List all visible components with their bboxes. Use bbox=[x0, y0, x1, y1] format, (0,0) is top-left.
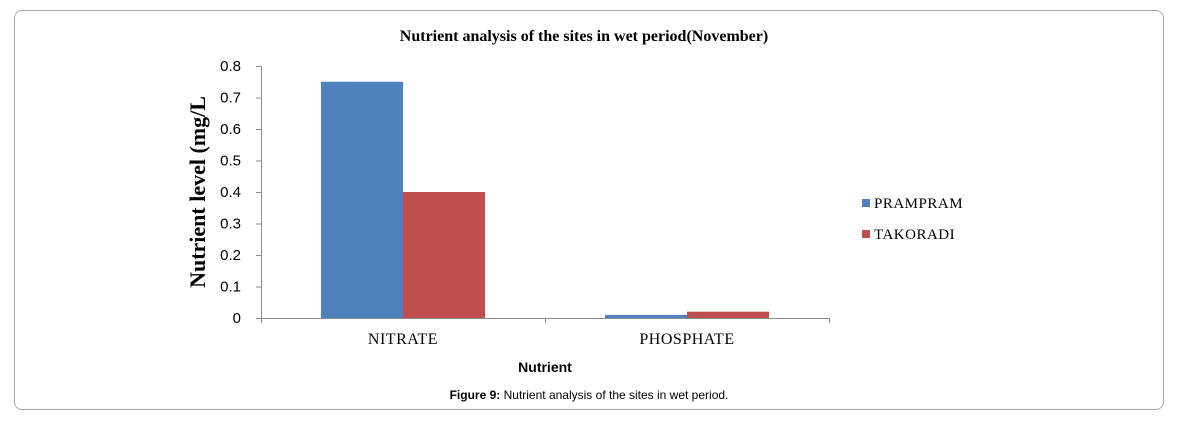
y-tick-label: 0.5 bbox=[220, 153, 241, 170]
bar-takoradi-phosphate bbox=[687, 311, 769, 318]
bar-prampram-phosphate bbox=[605, 314, 687, 318]
figure-frame bbox=[14, 10, 1164, 410]
y-tick-label: 0.7 bbox=[220, 90, 241, 107]
legend-swatch-prampram bbox=[862, 199, 870, 207]
bar-prampram-nitrate bbox=[321, 81, 403, 318]
plot-area: 0 0.1 0.2 0.3 0.4 0.5 0.6 0.7 0.8 NITRATE PHOSPHAT… bbox=[220, 58, 963, 348]
y-tick-label: 0.4 bbox=[220, 184, 241, 201]
x-axis-label: Nutrient bbox=[518, 359, 572, 375]
x-tick-label: PHOSPHATE bbox=[639, 331, 734, 348]
chart-title: Nutrient analysis of the sites in wet pe… bbox=[400, 28, 768, 45]
y-tick-label: 0.3 bbox=[220, 216, 241, 233]
y-tick-label: 0.8 bbox=[220, 58, 241, 75]
figure-caption: Figure 9: Nutrient analysis of the sites… bbox=[0, 388, 1178, 402]
y-tick-label: 0.6 bbox=[220, 121, 241, 138]
y-tick-label: 0 bbox=[233, 310, 241, 327]
y-tick-label: 0.2 bbox=[220, 247, 241, 264]
x-tick-label: NITRATE bbox=[368, 331, 438, 348]
legend-swatch-takoradi bbox=[862, 230, 870, 238]
y-axis-label: Nutrient level (mg/L bbox=[185, 96, 210, 288]
caption-text: Nutrient analysis of the sites in wet pe… bbox=[500, 388, 729, 402]
bar-takoradi-nitrate bbox=[403, 192, 485, 318]
legend-label-takoradi: TAKORADI bbox=[874, 227, 955, 243]
y-tick-label: 0.1 bbox=[220, 279, 241, 296]
bar-chart: Nutrient analysis of the sites in wet pe… bbox=[185, 28, 963, 375]
caption-label: Figure 9: bbox=[449, 388, 501, 402]
legend-label-prampram: PRAMPRAM bbox=[874, 196, 963, 212]
